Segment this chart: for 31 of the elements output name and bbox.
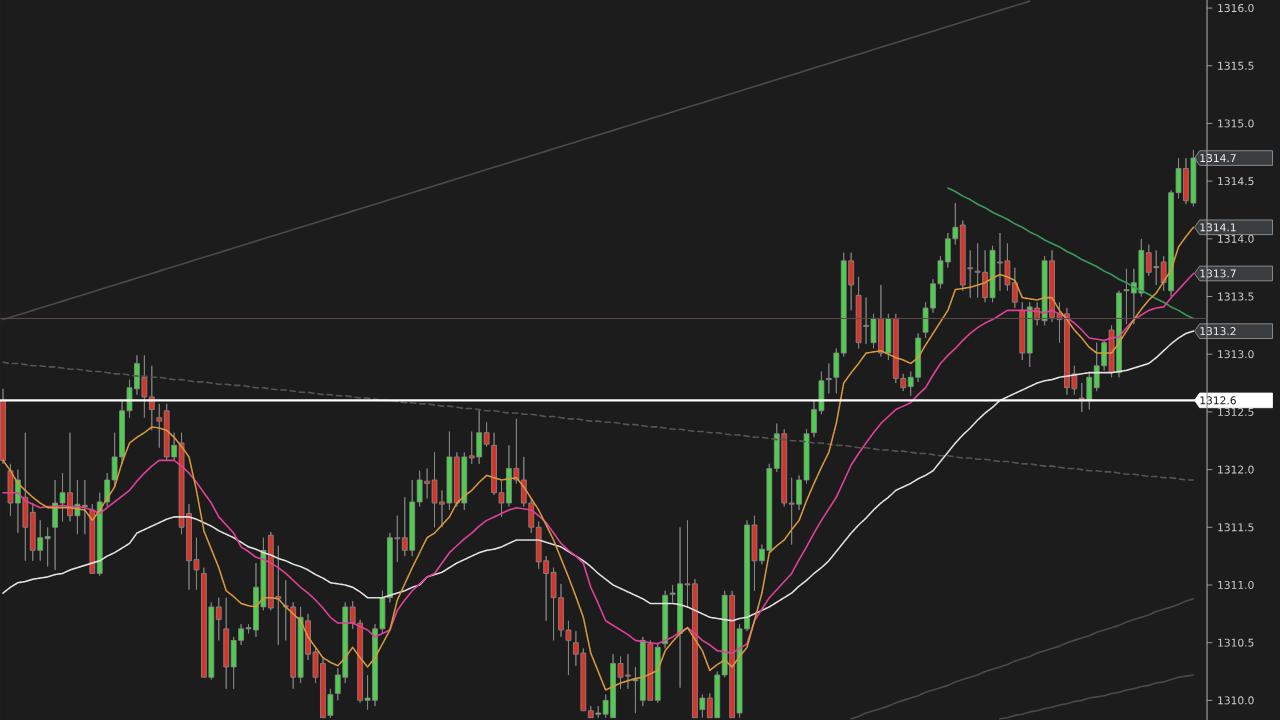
text: 1314.7: [1200, 154, 1236, 163]
candlestick: [483, 421, 490, 447]
data-label: 1314.1: [1200, 223, 1236, 232]
y-tick-label: 1310.0: [1218, 696, 1254, 705]
candlestick: [0, 388, 6, 465]
y-tick-label: 1311.5: [1218, 523, 1254, 532]
candlestick: [44, 526, 51, 567]
y-tick-label: 1313.5: [1218, 292, 1254, 301]
data-label: 1313.2: [1200, 327, 1236, 336]
y-tick-label: 1315.0: [1218, 119, 1254, 128]
candlestick: [215, 597, 222, 641]
candlestick: [156, 403, 163, 449]
y-tick-label: 1311.0: [1218, 580, 1254, 590]
data-label: 1313.7: [1200, 269, 1236, 278]
candlestick: [825, 363, 832, 394]
candlestick: [654, 642, 661, 704]
y-tick-label: 1314.5: [1218, 177, 1254, 186]
candlestick: [96, 492, 103, 577]
ref-line-label: 1312.6: [1200, 396, 1236, 405]
candlestick: [223, 597, 230, 690]
y-tick-label: 1313.0: [1218, 350, 1254, 359]
y-tick-label: 1312.0: [1218, 465, 1254, 474]
y-tick-label: 1314.0: [1218, 234, 1254, 243]
y-tick-label: 1315.5: [1218, 61, 1254, 70]
line-series: [999, 674, 1195, 720]
y-tick-label: 1316.0: [1218, 4, 1254, 13]
candlestick: [833, 348, 840, 394]
candlestick: [1019, 301, 1026, 361]
y-tick-label: 1310.5: [1218, 638, 1254, 647]
candlestick: [662, 590, 669, 649]
y-tick-label: 1312.5: [1218, 407, 1254, 416]
